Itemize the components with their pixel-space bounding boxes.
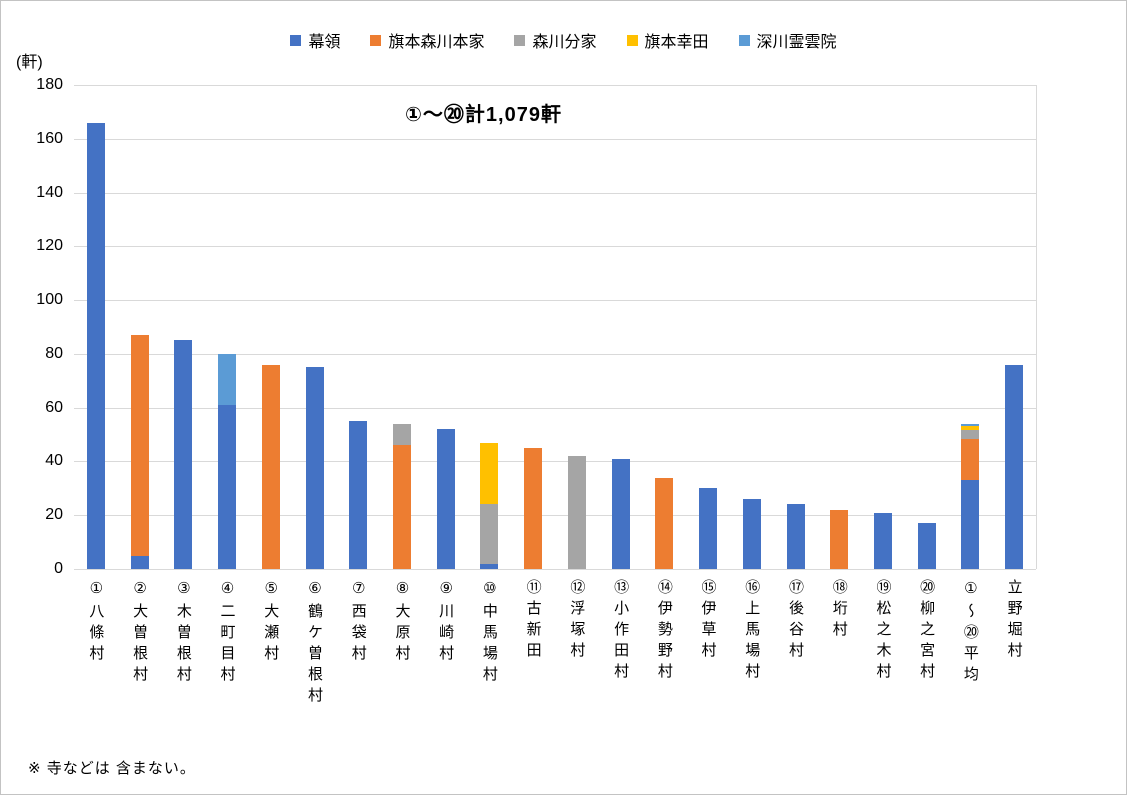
x-axis-label: ⑳柳之宮村 bbox=[918, 579, 936, 684]
x-axis-label: ⑭伊勢野村 bbox=[655, 579, 673, 684]
x-axis-label: ②大曽根村 bbox=[131, 579, 149, 687]
y-tick-label-100: 100 bbox=[36, 291, 63, 308]
gridline-180 bbox=[74, 85, 1036, 86]
bar-segment bbox=[349, 421, 368, 569]
legend-label: 旗本幸田 bbox=[644, 34, 709, 51]
x-axis-label: ⑮伊草村 bbox=[699, 579, 717, 663]
bar-segment bbox=[436, 429, 455, 569]
y-tick-label-0: 0 bbox=[54, 560, 63, 577]
x-axis-label: ⑪古新田 bbox=[524, 579, 542, 663]
bar-segment bbox=[305, 367, 324, 569]
y-tick-label-180: 180 bbox=[36, 76, 63, 93]
legend-swatch-icon bbox=[370, 34, 382, 46]
y-tick-label-20: 20 bbox=[45, 506, 63, 523]
x-axis-label: ④二町目村 bbox=[218, 579, 236, 687]
bar-segment bbox=[873, 512, 892, 569]
bar-segment bbox=[130, 555, 149, 569]
legend-item-5: 深川霊雲院 bbox=[738, 28, 837, 52]
chart-legend: 幕領 旗本森川本家 森川分家 旗本幸田 深川霊雲院 bbox=[1, 28, 1126, 52]
gridline-100 bbox=[74, 300, 1036, 301]
bar-segment bbox=[174, 340, 193, 569]
bar-segment bbox=[699, 488, 718, 569]
x-axis-label: ③木曽根村 bbox=[174, 579, 192, 687]
legend-label: 幕領 bbox=[308, 34, 341, 51]
x-axis-label: ⑫浮塚村 bbox=[568, 579, 586, 663]
y-axis-unit-label: (軒) bbox=[16, 54, 43, 71]
bar-segment bbox=[218, 404, 237, 569]
bar-segment bbox=[480, 442, 499, 505]
bar-segment bbox=[392, 423, 411, 446]
gridline-160 bbox=[74, 139, 1036, 140]
bar-segment bbox=[961, 429, 980, 440]
bar-segment bbox=[130, 335, 149, 556]
bar-segment bbox=[480, 563, 499, 569]
bar-segment bbox=[611, 458, 630, 569]
gridline-60 bbox=[74, 408, 1036, 409]
y-tick-label-140: 140 bbox=[36, 184, 63, 201]
x-axis-label: ⑲松之木村 bbox=[874, 579, 892, 684]
x-axis-label: ①〜⑳平均 bbox=[961, 579, 979, 687]
x-axis-label: ①八條村 bbox=[87, 579, 105, 666]
gridline-80 bbox=[74, 354, 1036, 355]
bar-segment bbox=[218, 353, 237, 405]
y-tick-label-160: 160 bbox=[36, 130, 63, 147]
plot-right-border bbox=[1036, 85, 1037, 569]
bar-segment bbox=[961, 423, 980, 427]
bar-segment bbox=[742, 499, 761, 569]
legend-item-4: 旗本幸田 bbox=[626, 28, 709, 52]
x-axis-label: ⑰後谷村 bbox=[787, 579, 804, 663]
gridline-0 bbox=[74, 569, 1036, 570]
x-axis-label: ⑩中馬場村 bbox=[480, 579, 498, 687]
y-tick-label-40: 40 bbox=[45, 452, 63, 469]
bar-segment bbox=[480, 504, 499, 564]
bar-segment bbox=[1005, 364, 1024, 569]
legend-label: 旗本森川本家 bbox=[388, 34, 485, 51]
x-axis-label: ⑥鶴ケ曽根村 bbox=[306, 579, 323, 708]
total-annotation: ①～⑳計1,079軒 bbox=[405, 104, 562, 126]
bar-segment bbox=[961, 480, 980, 569]
legend-swatch-icon bbox=[514, 34, 526, 46]
legend-swatch-icon bbox=[626, 34, 638, 46]
x-axis-label: ⑨川崎村 bbox=[437, 579, 455, 666]
legend-item-1: 幕領 bbox=[290, 28, 340, 52]
bar-segment bbox=[655, 477, 674, 569]
y-tick-label-120: 120 bbox=[36, 237, 63, 254]
legend-item-3: 森川分家 bbox=[514, 28, 597, 52]
gridline-20 bbox=[74, 515, 1036, 516]
bar-segment bbox=[567, 456, 586, 569]
x-axis-label: ⑱垳村 bbox=[830, 579, 848, 642]
bar-segment bbox=[392, 445, 411, 569]
bar-segment bbox=[86, 122, 105, 569]
legend-label: 深川霊雲院 bbox=[756, 34, 837, 51]
gridline-140 bbox=[74, 193, 1036, 194]
gridline-120 bbox=[74, 246, 1036, 247]
legend-item-2: 旗本森川本家 bbox=[370, 28, 484, 52]
legend-swatch-icon bbox=[738, 34, 750, 46]
y-tick-label-60: 60 bbox=[45, 399, 63, 416]
bar-segment bbox=[961, 439, 980, 481]
x-axis-label: ⑬小作田村 bbox=[612, 579, 630, 684]
bar-segment bbox=[830, 509, 849, 569]
x-axis-label: ⑯上馬場村 bbox=[743, 579, 761, 684]
x-axis-label: 立野堀村 bbox=[1005, 579, 1023, 663]
bar-segment bbox=[786, 504, 805, 569]
bar-segment bbox=[524, 448, 543, 569]
bar-segment bbox=[961, 426, 980, 430]
bar-segment bbox=[261, 364, 280, 569]
legend-label: 森川分家 bbox=[532, 34, 597, 51]
legend-swatch-icon bbox=[290, 34, 302, 46]
x-axis-label: ⑧大原村 bbox=[393, 579, 411, 666]
footnote: ※ 寺などは 含まない。 bbox=[28, 760, 196, 777]
y-tick-label-80: 80 bbox=[45, 345, 63, 362]
x-axis-label: ⑤大瀬村 bbox=[262, 579, 280, 666]
gridline-40 bbox=[74, 461, 1036, 462]
bar-segment bbox=[917, 523, 936, 569]
x-axis-label: ⑦西袋村 bbox=[349, 579, 367, 666]
